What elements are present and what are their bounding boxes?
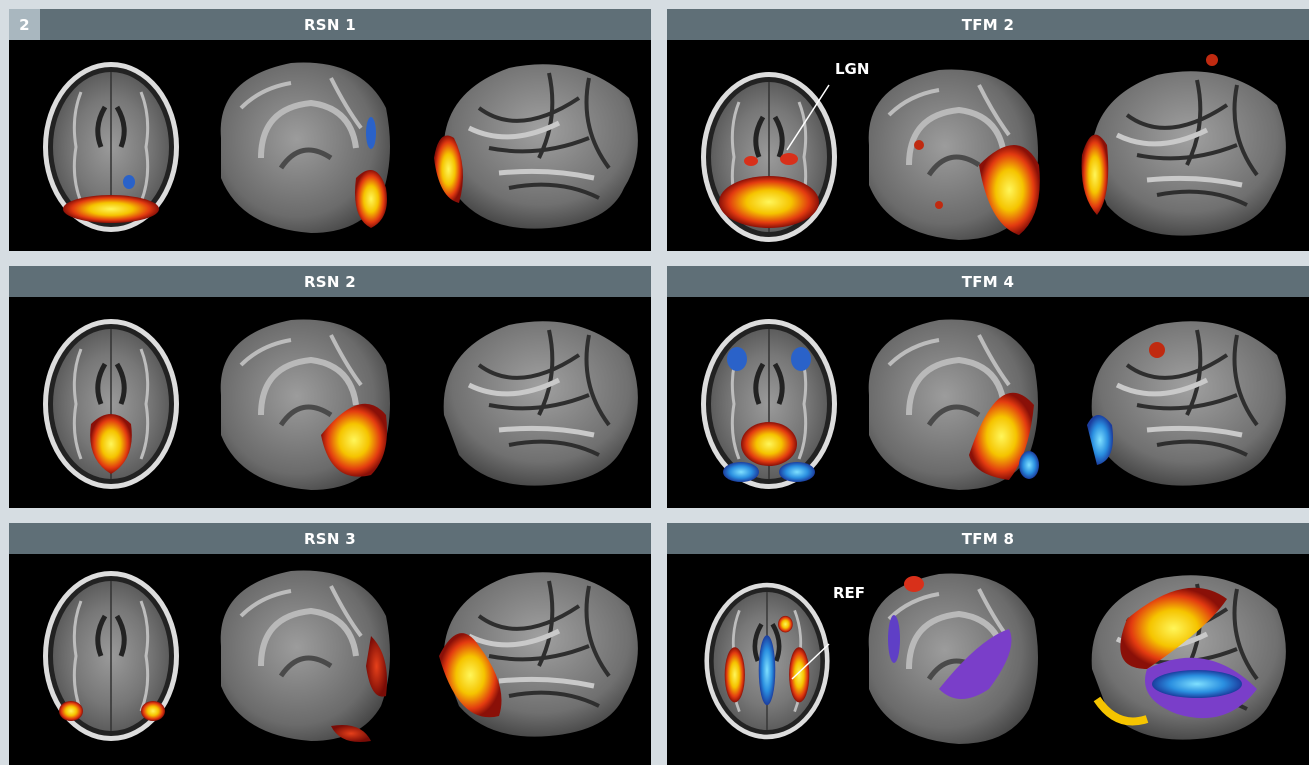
panel-image-rsn3	[9, 554, 651, 765]
panel-image-rsn1	[9, 40, 651, 251]
medial-surface	[869, 320, 1039, 490]
panel-image-tfm8: REF	[667, 554, 1309, 765]
lgn-pointer-line	[786, 84, 830, 151]
medial-surface	[869, 70, 1040, 240]
ref-annotation: REF	[833, 584, 866, 602]
panel-header-rsn1: 2 RSN 1	[9, 9, 651, 40]
axial-slice	[701, 319, 837, 489]
medial-surface	[221, 571, 390, 742]
ref-pointer-line	[791, 643, 830, 680]
axial-slice	[43, 62, 179, 232]
panel-header-rsn3: RSN 3	[9, 523, 651, 554]
panel-image-rsn2	[9, 297, 651, 508]
lateral-surface	[1092, 575, 1286, 739]
panel-title: RSN 3	[303, 529, 357, 548]
panel-title: TFM 2	[961, 15, 1015, 34]
panel-tfm2: TFM 2 LGN	[667, 9, 1309, 251]
panel-rsn3: RSN 3	[9, 523, 651, 765]
panel-rsn1: 2 RSN 1	[9, 9, 651, 251]
panel-header-tfm8: TFM 8	[667, 523, 1309, 554]
medial-surface	[221, 63, 390, 233]
axial-slice	[43, 319, 179, 489]
medial-surface	[221, 320, 390, 490]
figure-number-badge: 2	[9, 9, 40, 40]
medial-surface	[869, 574, 1038, 744]
lateral-surface	[444, 321, 638, 485]
panel-title: RSN 2	[303, 272, 357, 291]
panel-header-tfm2: TFM 2	[667, 9, 1309, 40]
axial-slice	[701, 72, 837, 242]
lateral-surface	[439, 572, 638, 736]
axial-slice	[704, 583, 829, 739]
panel-tfm8: TFM 8 REF	[667, 523, 1309, 765]
panel-title: RSN 1	[303, 15, 357, 34]
lateral-surface	[1081, 54, 1286, 236]
axial-slice	[43, 571, 179, 741]
panel-header-rsn2: RSN 2	[9, 266, 651, 297]
panel-rsn2: RSN 2	[9, 266, 651, 508]
panel-image-tfm2: LGN	[667, 40, 1309, 251]
panel-header-tfm4: TFM 4	[667, 266, 1309, 297]
panel-title: TFM 4	[961, 272, 1015, 291]
lateral-surface	[1087, 321, 1286, 485]
panel-tfm4: TFM 4	[667, 266, 1309, 508]
panel-image-tfm4	[667, 297, 1309, 508]
lateral-surface	[434, 64, 638, 228]
panel-title: TFM 8	[961, 529, 1015, 548]
lgn-annotation: LGN	[835, 60, 870, 78]
